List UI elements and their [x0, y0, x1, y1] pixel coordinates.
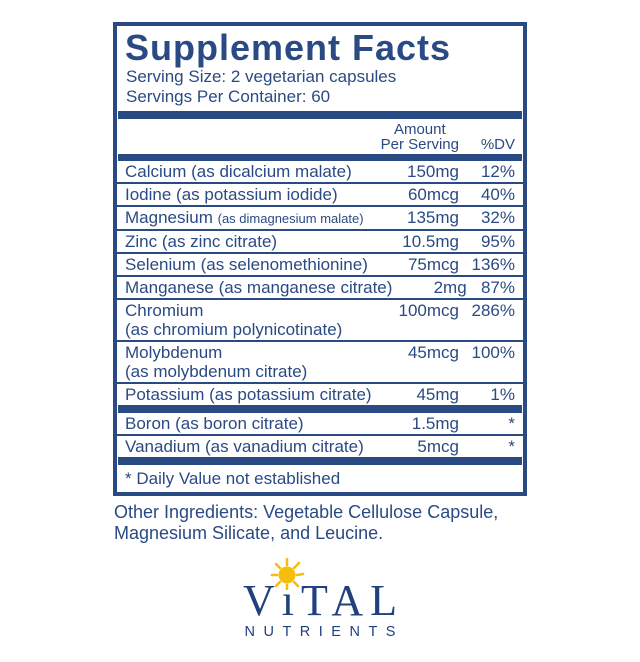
other-ingredients: Other Ingredients: Vegetable Cellulose C… [114, 502, 640, 544]
nutrient-name: Vanadium (as vanadium citrate) [125, 437, 364, 456]
nutrient-dv: 100% [471, 343, 515, 362]
nutrient-dv: 95% [480, 232, 515, 251]
divider-bar-bottom [118, 457, 522, 465]
nutrient-amount: 75mcg [407, 255, 459, 274]
nutrient-row: Iodine (as potassium iodide) 60mcg 40% [117, 184, 523, 207]
nutrient-amount: 100mcg [398, 301, 459, 320]
nutrient-dv: 286% [471, 301, 515, 320]
sun-icon-wrap [0, 554, 640, 590]
nutrient-dv: 40% [480, 185, 515, 204]
nutrient-name: Magnesium [125, 208, 213, 227]
panel-title: Supplement Facts [125, 27, 452, 68]
nutrient-rows: Calcium (as dicalcium malate) 150mg 12% … [117, 161, 523, 405]
brand-name: VıTAL [242, 576, 404, 625]
nutrient-source-line2: (as chromium polynicotinate) [125, 320, 343, 339]
nutrient-dv: * [508, 414, 515, 433]
nutrient-dv: 136% [471, 255, 515, 274]
nutrient-dv: 1% [490, 385, 515, 404]
amount-header-line1: Amount [393, 121, 446, 138]
divider-bar-top [118, 111, 522, 119]
nutrient-row: Vanadium (as vanadium citrate) 5mcg * [117, 436, 523, 457]
nutrient-amount: 60mcg [407, 185, 459, 204]
other-ingredients-line2: Magnesium Silicate, and Leucine. [114, 523, 384, 543]
nutrient-amount: 45mg [416, 385, 459, 404]
servings-per-container: Servings Per Container: 60 [126, 87, 331, 106]
nutrient-dv: 12% [480, 162, 515, 181]
amount-column-header: Amount Per Serving [381, 122, 459, 152]
nutrient-amount: 135mg [407, 208, 459, 227]
nutrient-name: Zinc (as zinc citrate) [125, 232, 278, 251]
column-headers: Amount Per Serving %DV [117, 122, 523, 152]
dv-column-header: %DV [480, 136, 515, 153]
brand-logo: VıTAL NUTRIENTS [0, 554, 640, 640]
nutrient-row: Chromium 100mcg 286% (as chromium polyni… [117, 300, 523, 342]
supplement-facts-panel: Supplement Facts Serving Size: 2 vegetar… [113, 22, 527, 496]
nutrient-source-line2: (as molybdenum citrate) [125, 362, 308, 381]
nutrient-row: Potassium (as potassium citrate) 45mg 1% [117, 384, 523, 405]
nutrient-name: Calcium (as dicalcium malate) [125, 162, 352, 181]
nutrient-name: Chromium [125, 301, 204, 320]
nutrient-amount: 1.5mg [411, 414, 459, 433]
nutrient-name: Potassium (as potassium citrate) [125, 385, 372, 404]
nutrient-row: Magnesium (as dimagnesium malate) 135mg … [117, 207, 523, 231]
other-ingredients-line1: Other Ingredients: Vegetable Cellulose C… [114, 502, 499, 522]
nutrient-name: Selenium (as selenomethionine) [125, 255, 368, 274]
no-dv-rows: Boron (as boron citrate) 1.5mg * Vanadiu… [117, 413, 523, 457]
nutrient-name: Manganese (as manganese citrate) [125, 278, 393, 297]
nutrient-name: Boron (as boron citrate) [125, 414, 304, 433]
sun-icon [270, 557, 305, 590]
nutrient-dv: * [508, 437, 515, 456]
nutrient-amount: 150mg [407, 162, 459, 181]
nutrient-name: Iodine (as potassium iodide) [125, 185, 338, 204]
nutrient-amount: 45mcg [407, 343, 459, 362]
nutrient-row: Zinc (as zinc citrate) 10.5mg 95% [117, 231, 523, 254]
nutrient-amount: 10.5mg [402, 232, 459, 251]
nutrient-source-small: (as dimagnesium malate) [217, 211, 364, 226]
nutrient-row: Boron (as boron citrate) 1.5mg * [117, 413, 523, 436]
nutrient-row: Selenium (as selenomethionine) 75mcg 136… [117, 254, 523, 277]
serving-size: Serving Size: 2 vegetarian capsules [126, 67, 397, 86]
nutrient-dv: 87% [480, 278, 515, 297]
nutrient-row: Manganese (as manganese citrate) 2mg 87% [117, 277, 523, 300]
dv-footnote: * Daily Value not established [125, 469, 341, 488]
nutrient-amount: 5mcg [417, 437, 459, 456]
divider-bar-mid [118, 405, 522, 413]
nutrient-dv: 32% [480, 208, 515, 227]
nutrient-name: Molybdenum [125, 343, 223, 362]
nutrient-row: Molybdenum 45mcg 100% (as molybdenum cit… [117, 342, 523, 384]
nutrient-amount: 2mg [433, 278, 467, 297]
nutrient-row: Calcium (as dicalcium malate) 150mg 12% [117, 161, 523, 184]
amount-header-line2: Per Serving [380, 136, 459, 153]
brand-subtitle: NUTRIENTS [244, 624, 404, 640]
divider-bar-header [118, 154, 522, 161]
